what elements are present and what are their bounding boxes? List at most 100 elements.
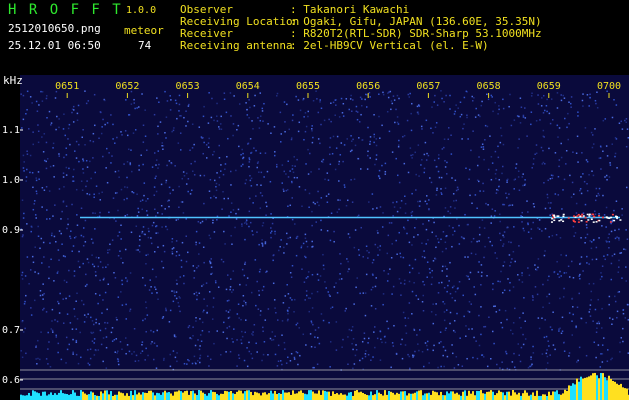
noise bbox=[621, 208, 623, 210]
noise bbox=[241, 223, 243, 225]
noise bbox=[266, 270, 268, 273]
noise bbox=[26, 108, 28, 111]
x-tick-label: 0652 bbox=[115, 81, 139, 92]
noise bbox=[146, 214, 149, 216]
noise bbox=[618, 122, 621, 125]
noise bbox=[581, 99, 584, 102]
noise bbox=[444, 207, 447, 209]
noise bbox=[168, 205, 170, 208]
noise bbox=[604, 176, 606, 178]
noise bbox=[536, 269, 538, 271]
noise bbox=[418, 349, 420, 352]
noise bbox=[520, 346, 523, 349]
level-bar bbox=[474, 395, 476, 400]
echo bbox=[607, 217, 610, 219]
noise bbox=[381, 226, 384, 228]
noise bbox=[280, 141, 282, 143]
noise bbox=[390, 257, 393, 259]
noise bbox=[304, 255, 306, 258]
level-bar bbox=[504, 395, 506, 400]
noise bbox=[425, 243, 427, 245]
noise bbox=[362, 368, 364, 371]
noise bbox=[212, 221, 214, 224]
noise bbox=[116, 136, 118, 139]
noise bbox=[619, 252, 621, 254]
noise bbox=[238, 145, 240, 148]
level-bar bbox=[62, 393, 64, 400]
noise bbox=[82, 158, 84, 160]
noise bbox=[353, 303, 355, 305]
noise bbox=[578, 292, 580, 295]
noise bbox=[530, 364, 533, 367]
level-bar bbox=[438, 395, 440, 400]
noise bbox=[499, 232, 501, 235]
noise bbox=[352, 367, 354, 370]
noise bbox=[450, 153, 453, 155]
noise bbox=[178, 254, 181, 256]
noise bbox=[226, 337, 228, 340]
noise bbox=[185, 218, 187, 220]
x-tick-label: 0657 bbox=[416, 81, 440, 92]
noise bbox=[478, 261, 480, 263]
noise bbox=[541, 97, 543, 99]
noise bbox=[277, 319, 279, 321]
noise bbox=[395, 201, 398, 203]
noise bbox=[97, 265, 100, 268]
noise bbox=[458, 243, 461, 245]
noise bbox=[208, 190, 211, 192]
noise bbox=[338, 208, 340, 211]
noise bbox=[561, 316, 564, 319]
noise bbox=[225, 351, 227, 353]
noise bbox=[542, 149, 544, 152]
noise bbox=[169, 353, 171, 356]
noise bbox=[259, 207, 262, 209]
noise bbox=[26, 168, 28, 171]
noise bbox=[537, 94, 539, 96]
noise bbox=[23, 161, 25, 163]
noise bbox=[305, 240, 308, 243]
noise bbox=[534, 286, 537, 288]
level-bar bbox=[248, 390, 250, 400]
noise bbox=[379, 206, 382, 208]
noise bbox=[193, 277, 195, 279]
noise bbox=[492, 110, 494, 113]
noise bbox=[330, 307, 332, 310]
noise bbox=[522, 184, 524, 187]
noise bbox=[470, 303, 472, 305]
level-bar bbox=[48, 394, 50, 400]
noise bbox=[590, 299, 592, 301]
noise bbox=[160, 204, 163, 207]
noise bbox=[142, 319, 144, 322]
noise bbox=[280, 239, 282, 241]
noise bbox=[47, 363, 49, 365]
noise bbox=[495, 311, 498, 313]
noise bbox=[570, 96, 573, 98]
echo bbox=[580, 215, 583, 218]
noise bbox=[311, 224, 313, 227]
noise bbox=[354, 144, 357, 147]
level-bar bbox=[90, 391, 92, 400]
noise bbox=[597, 192, 600, 195]
noise bbox=[138, 244, 141, 247]
noise bbox=[622, 312, 625, 315]
level-bar bbox=[522, 393, 524, 400]
noise bbox=[386, 320, 388, 323]
noise bbox=[289, 236, 292, 239]
noise bbox=[187, 358, 189, 361]
noise bbox=[505, 197, 508, 199]
noise bbox=[463, 315, 465, 318]
noise bbox=[411, 157, 413, 159]
noise bbox=[201, 329, 204, 332]
noise bbox=[453, 113, 456, 115]
level-bar bbox=[488, 391, 490, 400]
noise bbox=[493, 215, 496, 217]
noise bbox=[523, 297, 525, 299]
noise bbox=[502, 203, 504, 206]
noise bbox=[431, 106, 433, 108]
noise bbox=[292, 114, 294, 116]
level-bar bbox=[208, 393, 210, 400]
level-bar bbox=[230, 390, 232, 400]
noise bbox=[287, 205, 289, 208]
noise bbox=[284, 130, 286, 133]
noise bbox=[144, 284, 147, 287]
